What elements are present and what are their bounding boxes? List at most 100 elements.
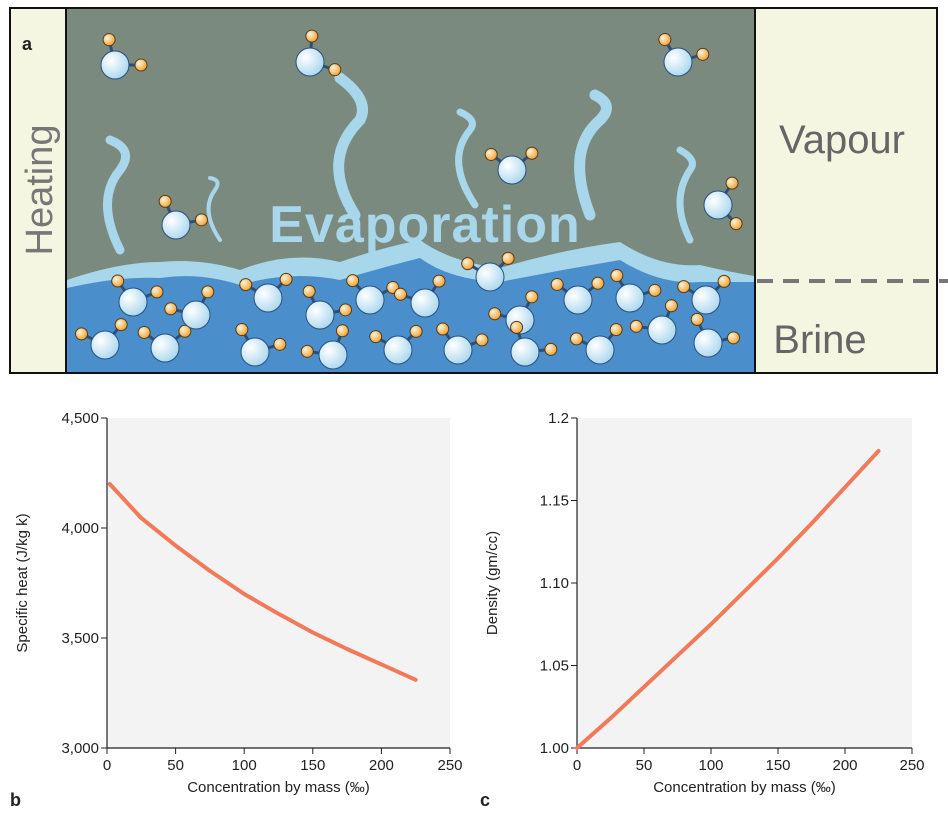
hydrogen [135,59,147,71]
hydrogen [151,286,163,298]
oxygen [498,156,526,184]
hydrogen [395,288,407,300]
hydrogen [202,286,214,298]
hydrogen [678,281,690,293]
x-tick-label: 150 [300,757,325,774]
hydrogen [336,325,348,337]
hydrogen [726,177,738,189]
x-tick-label: 50 [167,757,184,774]
hydrogen [610,324,622,336]
oxygen [704,191,732,219]
oxygen [241,338,269,366]
oxygen [319,341,347,369]
oxygen [384,336,412,364]
hydrogen [274,338,286,350]
x-tick-label: 0 [573,757,581,774]
panel-label: a [22,34,33,54]
oxygen [119,288,147,316]
diagram: a Heating Evaporation Vapour Brine [10,8,948,373]
hydrogen [103,34,115,46]
hydrogen [649,284,661,296]
plot-area [107,418,450,748]
oxygen [151,334,179,362]
y-tick-label: 3,500 [61,630,99,647]
hydrogen [476,334,488,346]
y-tick-label: 1.05 [540,658,569,675]
y-tick-label: 1.2 [548,410,569,427]
x-tick-label: 0 [103,757,111,774]
hydrogen [195,214,207,226]
oxygen [306,301,334,329]
hydrogen [75,328,87,340]
oxygen [411,289,439,317]
hydrogen [301,345,313,357]
hydrogen [551,278,563,290]
hydrogen [659,34,671,46]
x-tick-label: 200 [832,757,857,774]
figure: a Heating Evaporation Vapour Brine 3,000… [0,0,948,815]
x-axis-title: Concentration by mass (‰) [653,779,836,796]
x-tick-label: 150 [765,757,790,774]
oxygen [664,48,692,76]
oxygen [182,301,210,329]
y-tick-label: 1.15 [540,493,569,510]
x-tick-label: 50 [636,757,653,774]
x-axis-title: Concentration by mass (‰) [187,779,370,796]
process-label: Evaporation [269,196,581,254]
hydrogen [240,279,252,291]
hydrogen [347,275,359,287]
hydrogen [630,320,642,332]
oxygen [586,336,614,364]
hydrogen [485,148,497,160]
y-tick-label: 4,500 [61,410,99,427]
brine-label: Brine [773,318,866,362]
hydrogen [526,147,538,159]
heating-label: Heating [19,125,61,256]
hydrogen [433,275,445,287]
hydrogen [306,30,318,42]
hydrogen [545,343,557,355]
hydrogen [138,326,150,338]
hydrogen [730,218,742,230]
x-tick-label: 100 [698,757,723,774]
oxygen [444,336,472,364]
oxygen [694,329,722,357]
hydrogen [370,331,382,343]
oxygen [91,331,119,359]
hydrogen [592,277,604,289]
hydrogen [303,285,315,297]
hydrogen [691,313,703,325]
hydrogen [526,291,538,303]
oxygen [296,48,324,76]
vapour-label: Vapour [779,118,905,162]
hydrogen [410,325,422,337]
y-tick-label: 4,000 [61,520,99,537]
hydrogen [502,252,514,264]
hydrogen [611,270,623,282]
hydrogen [511,321,523,333]
y-tick-label: 1.00 [540,740,569,757]
hydrogen [280,273,292,285]
oxygen [162,211,190,239]
y-tick-label: 1.10 [540,575,569,592]
panel-label: c [480,790,490,810]
hydrogen [437,323,449,335]
panel-label: b [10,790,21,810]
oxygen [564,286,592,314]
hydrogen [159,195,171,207]
hydrogen [329,64,341,76]
hydrogen [718,275,730,287]
hydrogen [165,303,177,315]
x-tick-label: 100 [232,757,257,774]
x-tick-label: 200 [369,757,394,774]
oxygen [511,338,539,366]
oxygen [254,284,282,312]
hydrogen [115,319,127,331]
y-axis-title: Density (gm/cc) [484,531,501,635]
hydrogen [727,332,739,344]
oxygen [101,51,129,79]
x-tick-label: 250 [437,757,462,774]
x-tick-label: 250 [899,757,924,774]
hydrogen [462,258,474,270]
hydrogen [112,275,124,287]
